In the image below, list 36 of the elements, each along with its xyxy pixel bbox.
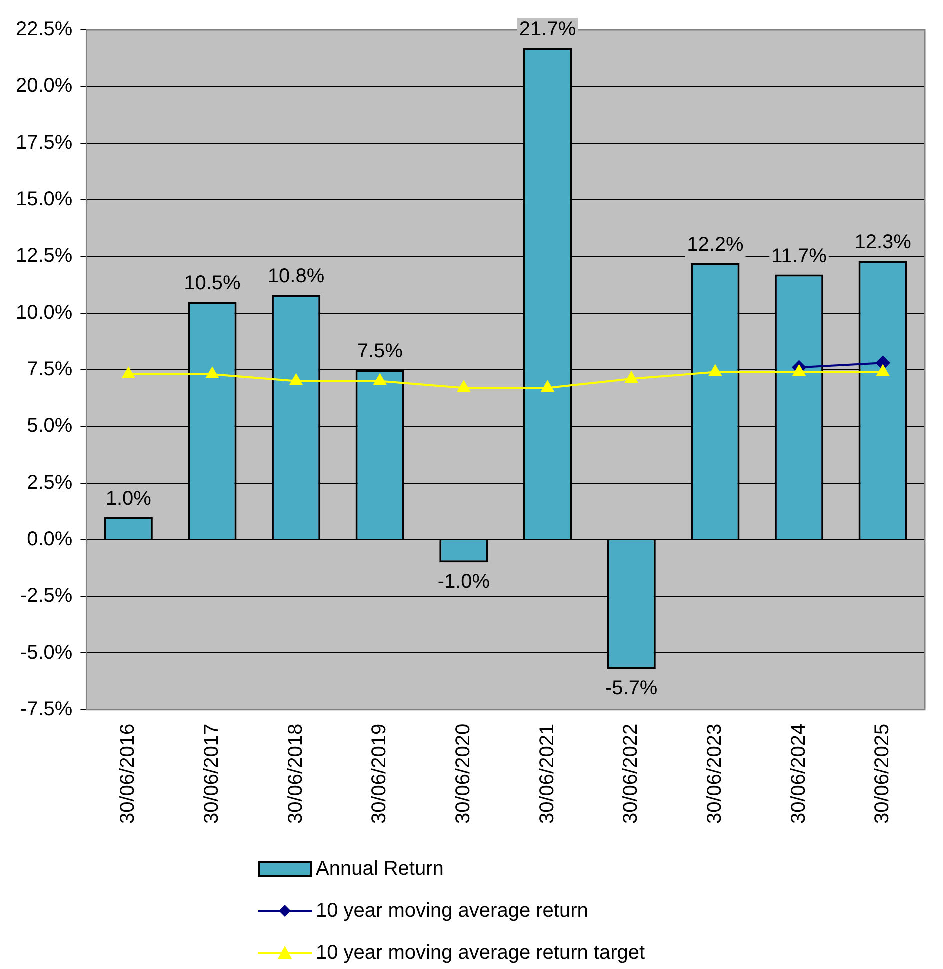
x-tick-label: 30/06/2017 (200, 724, 223, 824)
data-label: 12.3% (854, 232, 912, 254)
data-label: 11.7% (772, 245, 828, 268)
y-tick-label: 10.0% (16, 302, 73, 324)
y-tick-label: 15.0% (16, 188, 73, 210)
y-tick-label: 12.5% (16, 245, 73, 268)
data-label: 12.2% (687, 234, 744, 256)
x-tick-label: 30/06/2022 (620, 724, 642, 824)
data-label: 10.5% (184, 272, 242, 294)
data-label: -5.7% (605, 678, 658, 700)
data-label: 21.7% (519, 18, 576, 41)
y-tick-label: 20.0% (16, 75, 73, 98)
data-label: 7.5% (357, 340, 404, 362)
y-tick-label: 7.5% (27, 358, 73, 380)
x-tick-label: 30/06/2018 (284, 724, 307, 824)
x-tick-label: 30/06/2019 (368, 724, 391, 824)
x-tick-label: 30/06/2016 (117, 724, 140, 824)
y-tick-label: -7.5% (20, 698, 73, 720)
y-tick-label: 5.0% (27, 415, 73, 438)
x-tick-label: 30/06/2024 (788, 724, 810, 824)
y-tick-label: -5.0% (20, 642, 73, 664)
legend-label: Annual Return (316, 858, 444, 880)
legend-label: 10 year moving average return (316, 900, 588, 922)
x-tick-label: 30/06/2025 (872, 724, 894, 824)
y-tick-label: 0.0% (27, 528, 73, 550)
data-label: -1.0% (438, 571, 490, 594)
y-tick-label: -2.5% (20, 585, 73, 608)
y-tick-label: 2.5% (27, 472, 73, 494)
y-tick-label: 22.5% (16, 18, 73, 41)
legend-label: 10 year moving average return target (316, 942, 646, 964)
x-tick-label: 30/06/2020 (452, 724, 474, 824)
data-label: 1.0% (106, 488, 152, 510)
x-tick-label: 30/06/2023 (704, 724, 726, 824)
data-label: 10.8% (268, 266, 325, 288)
y-tick-label: 17.5% (16, 132, 73, 154)
x-tick-label: 30/06/2021 (536, 724, 558, 824)
